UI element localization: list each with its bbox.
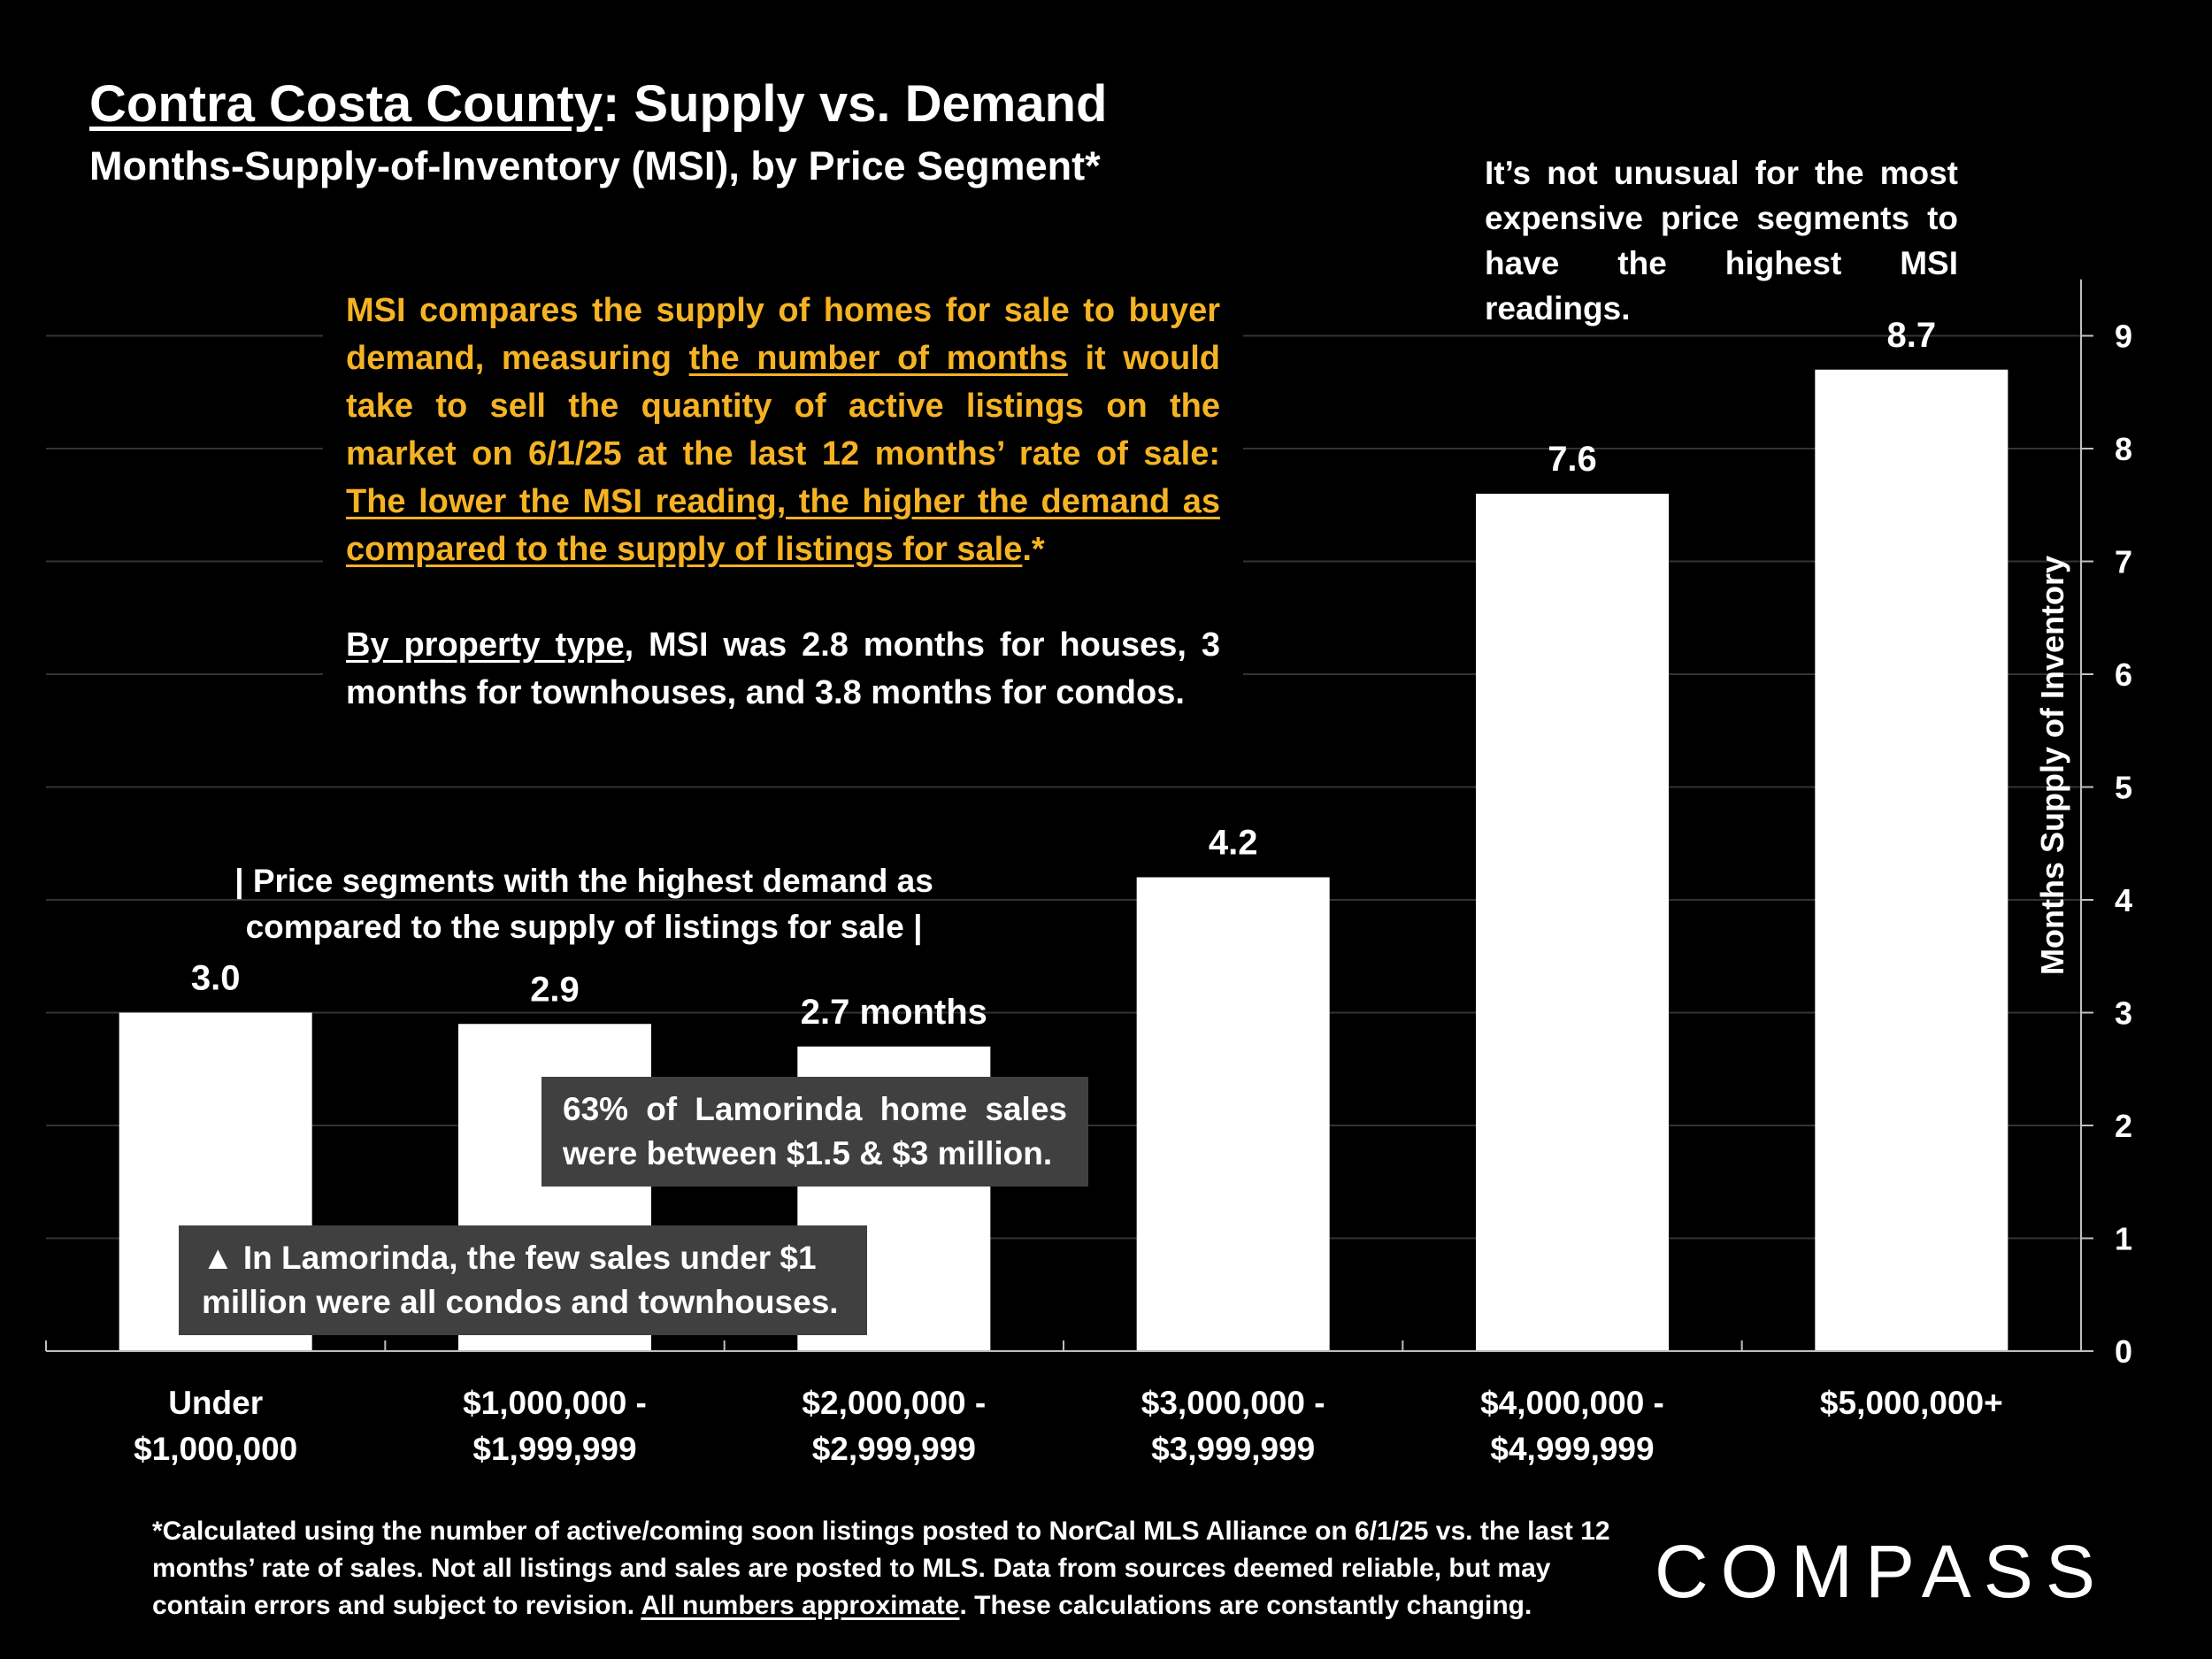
msi-text-underline2: The lower the MSI reading, the higher th… [346, 483, 1220, 568]
footnote-part1: *Calculated using the number of active/c… [152, 1517, 1610, 1620]
msi-text-part3: .* [1022, 531, 1045, 568]
msi-explanation: MSI compares the supply of homes for sal… [346, 287, 1220, 573]
y-tick-label: 1 [2115, 1221, 2132, 1257]
lamorinda-sales-callout: 63% of Lamorinda home sales were between… [541, 1077, 1088, 1187]
bar [1815, 369, 2008, 1351]
x-tick-label: $3,000,000 - [1141, 1385, 1325, 1421]
y-tick-label: 0 [2115, 1333, 2132, 1370]
highest-demand-note: | Price segments with the highest demand… [177, 858, 991, 950]
footnote-part2: . These calculations are constantly chan… [959, 1591, 1532, 1620]
compass-logo: COMPASS [1655, 1530, 2108, 1613]
x-tick-label: $1,999,999 [472, 1431, 636, 1467]
title-rest: : Supply vs. Demand [603, 75, 1108, 133]
x-tick-label: Under [168, 1385, 263, 1421]
property-type-label: By property type [346, 626, 625, 664]
y-tick-label: 3 [2115, 995, 2132, 1032]
property-type-text: , MSI was 2.8 months for houses, 3 month… [346, 626, 1220, 711]
footnote: *Calculated using the number of active/c… [152, 1513, 1621, 1624]
data-label: 4.2 [1209, 824, 1258, 863]
top-right-note: It’s not unusual for the most expensive … [1485, 155, 1958, 326]
y-tick-label: 6 [2115, 657, 2132, 693]
page-title: Contra Costa County: Supply vs. Demand [89, 73, 1107, 136]
highest-demand-line1: | Price segments with the highest demand… [234, 863, 933, 899]
x-tick-label: $1,000,000 - [463, 1385, 647, 1421]
y-tick-label: 2 [2115, 1108, 2132, 1144]
y-tick-label: 4 [2115, 882, 2132, 918]
y-tick-label: 9 [2115, 319, 2132, 355]
property-type-note: By property type, MSI was 2.8 months for… [346, 621, 1220, 717]
msi-text-part2: it would take to sell the quantity of ac… [346, 340, 1220, 472]
msi-text-part1: MSI compares the supply of homes for sal… [346, 292, 1220, 377]
title-county: Contra Costa County [89, 75, 603, 133]
x-tick-label: $4,000,000 - [1480, 1385, 1664, 1421]
data-label: 3.0 [191, 959, 241, 998]
x-tick-label: $4,999,999 [1490, 1431, 1654, 1467]
y-tick-label: 5 [2115, 770, 2132, 806]
x-tick-label: $2,000,000 - [802, 1385, 986, 1421]
x-tick-label: $3,999,999 [1151, 1431, 1315, 1467]
highest-demand-line2: compared to the supply of listings for s… [245, 909, 923, 945]
bar [1476, 494, 1669, 1351]
msi-explanation-box: MSI compares the supply of homes for sal… [323, 280, 1243, 727]
y-axis-title: Months Supply of Inventory [2034, 556, 2070, 975]
y-tick-label: 8 [2115, 431, 2132, 467]
msi-text-underline1: the number of months [688, 340, 1068, 377]
x-tick-label: $1,000,000 [134, 1431, 297, 1467]
bar [1136, 877, 1330, 1351]
data-label: 2.9 [530, 970, 580, 1009]
page-subtitle: Months-Supply-of-Inventory (MSI), by Pri… [89, 143, 1101, 188]
data-label: 2.7 months [801, 993, 987, 1032]
y-tick-label: 7 [2115, 544, 2132, 580]
footnote-underline: All numbers approximate [641, 1591, 960, 1620]
data-label: 7.6 [1548, 440, 1597, 479]
x-tick-label: $2,999,999 [812, 1431, 976, 1467]
lamorinda-under-1m-callout: ▲ In Lamorinda, the few sales under $1 m… [179, 1225, 867, 1335]
data-label: 8.7 [1887, 316, 1937, 355]
x-tick-label: $5,000,000+ [1820, 1385, 2003, 1421]
